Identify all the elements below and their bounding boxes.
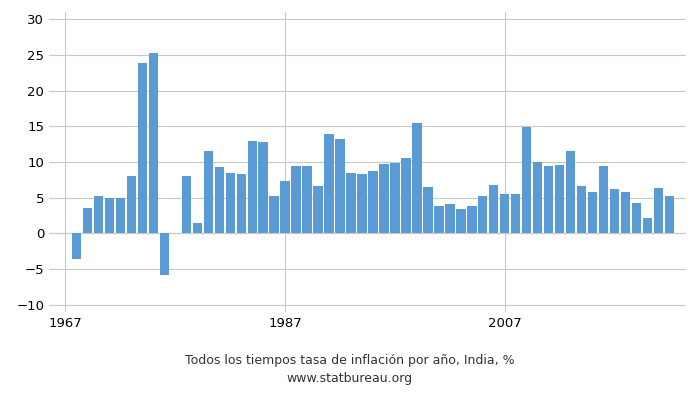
Bar — [434, 206, 444, 234]
Bar — [566, 151, 575, 234]
Bar — [237, 174, 246, 234]
Bar — [478, 196, 487, 234]
Bar — [467, 206, 477, 234]
Bar — [500, 194, 510, 234]
Bar — [424, 187, 433, 234]
Bar — [281, 181, 290, 234]
Bar — [83, 208, 92, 234]
Bar — [610, 189, 620, 234]
Bar — [270, 196, 279, 234]
Bar — [181, 176, 191, 234]
Bar — [489, 185, 498, 234]
Bar — [314, 186, 323, 234]
Bar — [215, 167, 224, 234]
Bar — [643, 218, 652, 234]
Bar — [533, 162, 542, 234]
Bar — [127, 176, 136, 234]
Bar — [138, 63, 147, 234]
Bar — [401, 158, 411, 234]
Bar — [599, 166, 608, 234]
Text: www.statbureau.org: www.statbureau.org — [287, 372, 413, 385]
Bar — [116, 198, 125, 234]
Bar — [412, 123, 421, 234]
Bar — [346, 174, 356, 234]
Bar — [544, 166, 554, 234]
Bar — [105, 198, 114, 234]
Bar — [588, 192, 597, 234]
Bar — [72, 234, 81, 259]
Bar — [291, 166, 301, 234]
Bar — [94, 196, 103, 234]
Bar — [160, 234, 169, 275]
Bar — [357, 174, 367, 234]
Bar — [193, 223, 202, 234]
Bar — [665, 196, 674, 234]
Bar — [511, 194, 520, 234]
Bar — [522, 126, 531, 234]
Bar — [379, 164, 389, 234]
Text: Todos los tiempos tasa de inflación por año, India, %: Todos los tiempos tasa de inflación por … — [186, 354, 514, 367]
Bar — [148, 53, 158, 234]
Bar — [368, 170, 378, 234]
Bar — [632, 203, 641, 234]
Bar — [621, 192, 630, 234]
Bar — [654, 188, 663, 234]
Bar — [445, 204, 454, 234]
Bar — [456, 209, 466, 234]
Bar — [248, 140, 257, 234]
Bar — [577, 186, 587, 234]
Bar — [302, 166, 312, 234]
Bar — [258, 142, 268, 234]
Bar — [391, 163, 400, 234]
Bar — [204, 151, 213, 234]
Bar — [324, 134, 334, 234]
Bar — [335, 139, 344, 234]
Bar — [555, 165, 564, 234]
Bar — [225, 173, 235, 234]
